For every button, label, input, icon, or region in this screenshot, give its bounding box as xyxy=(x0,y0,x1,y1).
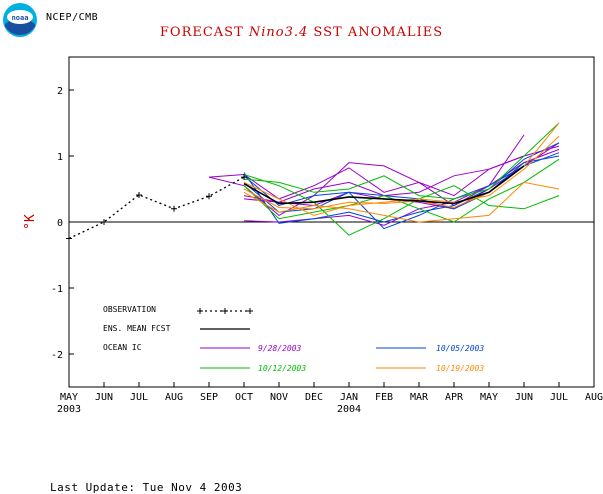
agency-label: NCEP/CMB xyxy=(46,12,99,23)
observation-point xyxy=(101,219,107,225)
x-tick-label: JUL xyxy=(550,392,568,403)
observation-point xyxy=(66,235,72,242)
legend-label-ic_1019: 10/19/2003 xyxy=(436,364,484,373)
y-tick-label: 1 xyxy=(57,152,63,163)
series-line-observation xyxy=(68,176,245,240)
series-line-ic_1005 xyxy=(243,152,560,230)
observation-point xyxy=(136,191,142,198)
legend-label-ic_1005: 10/05/2003 xyxy=(436,344,484,353)
y-tick-label: -2 xyxy=(51,350,63,361)
legend-observation-marker xyxy=(247,308,253,314)
legend-label-ic_0928: 9/28/2003 xyxy=(258,344,302,353)
legend-observation-marker xyxy=(197,308,203,314)
x-tick-label: MAY xyxy=(60,392,78,403)
series-line-ic_0928 xyxy=(243,145,560,203)
series-line-ic_1019 xyxy=(243,122,560,210)
series-line-ic_1012 xyxy=(243,174,560,236)
year-label: 2003 xyxy=(57,404,81,415)
observation-point xyxy=(171,205,177,212)
x-tick-label: MAY xyxy=(480,392,498,403)
x-tick-label: APR xyxy=(445,392,464,403)
y-tick-label: 0 xyxy=(57,218,63,229)
x-tick-label: NOV xyxy=(270,392,288,403)
title-italic: Nino3.4 xyxy=(248,25,309,40)
x-tick-label: MAR xyxy=(410,392,429,403)
series-line-ic_1012 xyxy=(243,122,560,200)
x-tick-label: OCT xyxy=(235,392,253,403)
x-tick-label: JAN xyxy=(340,392,358,403)
observation-point xyxy=(241,174,247,181)
legend-label-ocean-ic: OCEAN IC xyxy=(103,343,142,352)
y-axis-label: °K xyxy=(23,214,38,230)
legend-label-ens-mean: ENS. MEAN FCST xyxy=(103,324,171,333)
legend-label-observation: OBSERVATION xyxy=(103,305,156,314)
noaa-logo-icon: noaa xyxy=(3,3,37,37)
series-line-ic_1012 xyxy=(243,158,560,223)
legend-label-ic_1012: 10/12/2003 xyxy=(258,364,306,373)
x-tick-label: JUL xyxy=(130,392,148,403)
series-line-ic_1019 xyxy=(243,181,560,223)
series-line-ic_1005 xyxy=(243,155,560,213)
title-prefix: FORECAST xyxy=(159,25,249,40)
y-tick-label: -1 xyxy=(51,284,63,295)
year-label: 2004 xyxy=(337,404,361,415)
series-line-ens-mean xyxy=(243,165,525,205)
x-tick-label: JUN xyxy=(95,392,113,403)
series-line-ic_1005 xyxy=(243,142,560,224)
x-tick-label: DEC xyxy=(305,392,323,403)
x-tick-label: AUG xyxy=(165,392,183,403)
x-tick-label: JUN xyxy=(515,392,533,403)
chart-title: FORECAST Nino3.4 SST ANOMALIES xyxy=(0,25,603,40)
y-tick-label: 2 xyxy=(57,86,63,97)
legend-observation-marker xyxy=(222,308,228,314)
title-suffix: SST ANOMALIES xyxy=(308,25,444,40)
observation-point xyxy=(206,193,212,200)
last-update-text: Last Update: Tue Nov 4 2003 xyxy=(50,481,243,494)
x-tick-label: FEB xyxy=(375,392,393,403)
logo-text: noaa xyxy=(12,14,29,22)
x-tick-label: SEP xyxy=(200,392,218,403)
x-tick-label: AUG xyxy=(585,392,603,403)
